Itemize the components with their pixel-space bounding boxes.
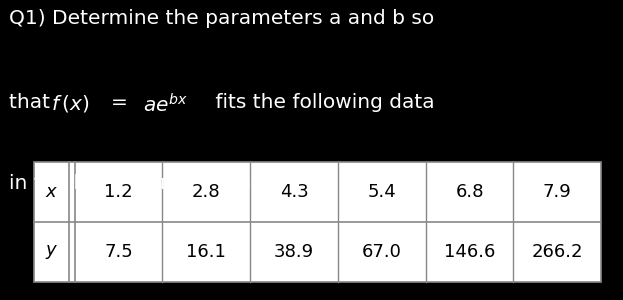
- Text: that: that: [9, 93, 57, 112]
- Text: 67.0: 67.0: [362, 243, 402, 261]
- Text: $y$: $y$: [45, 243, 58, 261]
- Text: 146.6: 146.6: [444, 243, 495, 261]
- Text: 7.5: 7.5: [104, 243, 133, 261]
- Text: 5.4: 5.4: [368, 183, 396, 201]
- Text: 38.9: 38.9: [274, 243, 314, 261]
- Text: Q1) Determine the parameters a and b so: Q1) Determine the parameters a and b so: [9, 9, 435, 28]
- Text: 6.8: 6.8: [455, 183, 484, 201]
- Text: fits the following data: fits the following data: [209, 93, 434, 112]
- Text: 1.2: 1.2: [104, 183, 133, 201]
- Text: 4.3: 4.3: [280, 183, 308, 201]
- Text: 7.9: 7.9: [543, 183, 572, 201]
- Text: 16.1: 16.1: [186, 243, 226, 261]
- Text: in the least-squares sense.: in the least-squares sense.: [9, 174, 281, 193]
- Text: $x$: $x$: [45, 183, 58, 201]
- Text: =: =: [111, 93, 128, 112]
- Text: $ae^{bx}$: $ae^{bx}$: [143, 93, 188, 116]
- Text: 2.8: 2.8: [192, 183, 221, 201]
- Text: 266.2: 266.2: [531, 243, 583, 261]
- Text: $f\/(x)$: $f\/(x)$: [51, 93, 89, 114]
